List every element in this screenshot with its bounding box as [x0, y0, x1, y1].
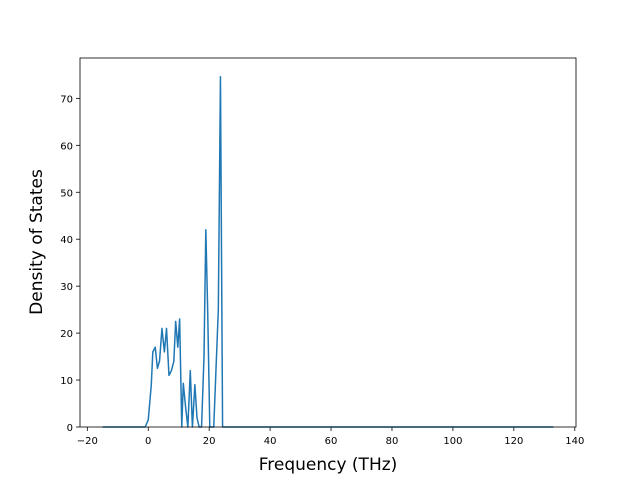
- x-tick-label: 60: [325, 436, 338, 447]
- y-tick-label: 70: [60, 94, 73, 105]
- x-tick-label: 80: [386, 436, 399, 447]
- x-tick-label: 20: [203, 436, 216, 447]
- y-tick-label: 0: [67, 423, 73, 434]
- x-tick-label: 0: [145, 436, 151, 447]
- x-tick-label: −20: [77, 436, 98, 447]
- y-tick-label: 10: [60, 376, 73, 387]
- y-axis-label: Density of States: [27, 169, 47, 315]
- y-tick-label: 40: [60, 235, 73, 246]
- y-tick-label: 20: [60, 329, 73, 340]
- x-axis-label: Frequency (THz): [259, 455, 398, 475]
- x-tick-label: 120: [504, 436, 523, 447]
- x-tick-label: 140: [565, 436, 584, 447]
- y-tick-label: 50: [60, 188, 73, 199]
- x-tick-label: 40: [264, 436, 277, 447]
- y-tick-label: 30: [60, 282, 73, 293]
- y-tick-label: 60: [60, 141, 73, 152]
- data-line: [102, 76, 554, 428]
- plot-frame: [79, 57, 577, 428]
- x-tick-label: 100: [443, 436, 462, 447]
